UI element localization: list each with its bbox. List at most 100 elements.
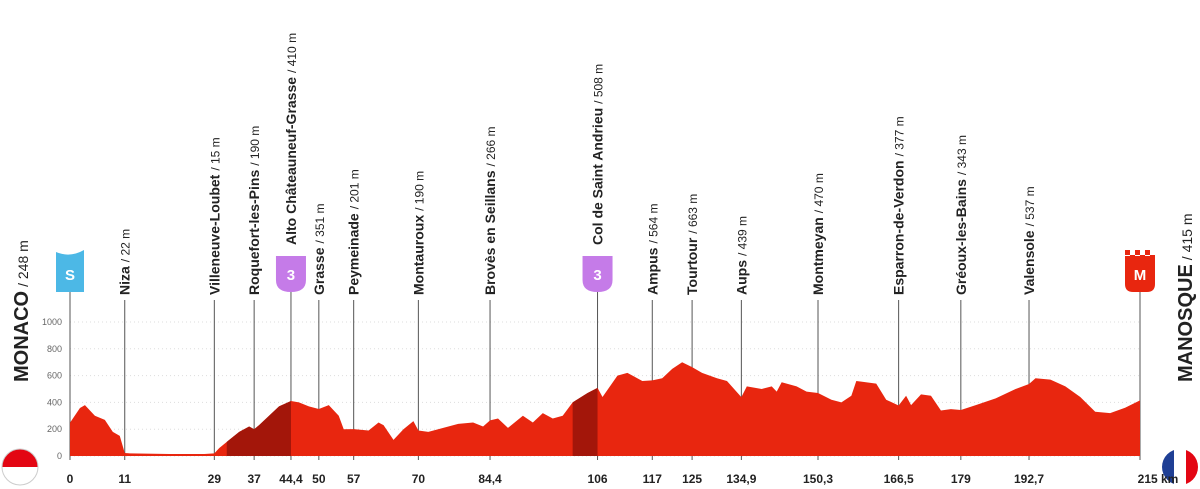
waypoint-altitude: / 201 m [348,169,362,209]
waypoint-altitude: / 508 m [592,64,606,104]
waypoint-name: Grasse [311,247,327,295]
waypoint-name: Peymeinade [346,213,362,295]
badge-shape [56,250,84,292]
waypoint-name: Gréoux-les-Bains [953,179,969,295]
badge-check [1135,250,1140,255]
category-badge: M [1125,250,1155,292]
waypoint-label: Villeneuve-Loubet / 15 m [206,137,222,295]
x-tick-label: 166,5 [884,472,914,486]
badge-label: S [65,267,75,284]
waypoint-altitude: / 410 m [285,33,299,73]
badge-label: 3 [593,267,601,284]
waypoint-label: Valensole / 537 m [1021,186,1037,295]
x-tick-label: 134,9 [726,472,756,486]
climb-section [572,387,598,456]
start-label: MONACO / 248 m [11,240,33,382]
waypoint-name: Ampus [644,247,660,295]
badge-check [1125,250,1130,255]
climb-section [226,401,291,456]
badge-label: 3 [287,267,295,284]
badge-check [1140,255,1145,260]
waypoint-altitude: / 343 m [955,135,969,175]
y-tick-label: 200 [47,424,62,434]
start-altitude: / 248 m [15,240,31,287]
waypoint-label: Roquefort-les-Pins / 190 m [246,126,262,295]
waypoint-altitude: / 439 m [735,216,749,256]
x-tick-label: 215 km [1138,472,1179,486]
waypoint-label: Niza / 22 m [117,229,133,295]
waypoint-name: Alto Châteauneuf-Grasse [283,77,299,245]
waypoint-label: Montauroux / 190 m [410,171,426,295]
waypoint-altitude: / 22 m [119,229,133,262]
waypoint-label: Brovès en Seillans / 266 m [482,126,498,295]
y-tick-label: 0 [57,451,62,461]
x-tick-label: 125 [682,472,702,486]
y-tick-label: 400 [47,397,62,407]
start-name: MONACO [11,291,33,382]
waypoint-name: Niza [117,266,133,295]
waypoint-altitude: / 470 m [812,173,826,213]
x-tick-label: 150,3 [803,472,833,486]
x-tick-label: 84,4 [478,472,502,486]
badge-shape [582,256,613,292]
waypoint-label: Montmeyan / 470 m [810,173,826,295]
waypoint-name: Aups [733,260,749,295]
waypoint-altitude: / 663 m [686,194,700,234]
x-tick-label: 44,4 [279,472,303,486]
waypoint-label: Aups / 439 m [733,216,749,295]
waypoint-name: Roquefort-les-Pins [246,170,262,295]
waypoint-name: Tourtour [684,237,700,295]
waypoint-altitude: / 15 m [208,137,222,170]
badge-label: M [1134,267,1147,284]
waypoint-label: Col de Saint Andrieu / 508 m [590,64,606,245]
y-tick-label: 1000 [42,317,62,327]
y-tick-label: 600 [47,371,62,381]
waypoint-altitude: / 351 m [313,203,327,243]
waypoint-altitude: / 266 m [484,126,498,166]
category-badge: S [56,250,84,292]
waypoint-label: Peymeinade / 201 m [346,169,362,295]
waypoint-altitude: / 377 m [893,116,907,156]
x-tick-label: 37 [247,472,261,486]
waypoint-label: Alto Châteauneuf-Grasse / 410 m [283,33,299,245]
waypoint-altitude: / 190 m [412,171,426,211]
waypoint-altitude: / 190 m [248,126,262,166]
waypoint-name: Brovès en Seillans [482,170,498,295]
x-tick-label: 192,7 [1014,472,1044,486]
waypoint-label: Gréoux-les-Bains / 343 m [953,135,969,295]
badge-shape [275,256,306,292]
waypoint-label: Ampus / 564 m [644,204,660,295]
waypoint-name: Montmeyan [810,217,826,295]
france-flag [1162,449,1198,485]
x-tick-label: 70 [412,472,426,486]
x-tick-label: 179 [951,472,971,486]
waypoint-name: Col de Saint Andrieu [590,108,606,245]
waypoint-name: Valensole [1021,230,1037,295]
waypoint-altitude: / 564 m [646,204,660,244]
x-tick-label: 11 [118,472,131,486]
finish-label: MANOSQUE / 415 m [1175,214,1197,383]
waypoint-name: Esparron-de-Verdon [891,160,907,295]
badge-check [1145,250,1150,255]
finish-name: MANOSQUE [1175,264,1197,382]
badge-shape [1125,256,1155,292]
x-tick-label: 50 [312,472,326,486]
badge-check [1150,255,1155,260]
waypoint-name: Villeneuve-Loubet [206,174,222,295]
category-badge: 3 [275,256,306,292]
y-tick-label: 800 [47,344,62,354]
badge-check [1130,255,1135,260]
waypoint-label: Tourtour / 663 m [684,194,700,295]
x-tick-label: 0 [67,472,74,486]
category-badge: 3 [582,256,613,292]
waypoint-altitude: / 537 m [1023,186,1037,226]
profile-area [70,362,1140,456]
x-tick-label: 106 [588,472,608,486]
waypoint-label: Esparron-de-Verdon / 377 m [891,116,907,295]
x-tick-label: 29 [208,472,222,486]
waypoint-label: Grasse / 351 m [311,203,327,295]
waypoint-name: Montauroux [410,215,426,295]
finish-altitude: / 415 m [1179,214,1195,261]
x-tick-label: 117 [643,472,663,486]
